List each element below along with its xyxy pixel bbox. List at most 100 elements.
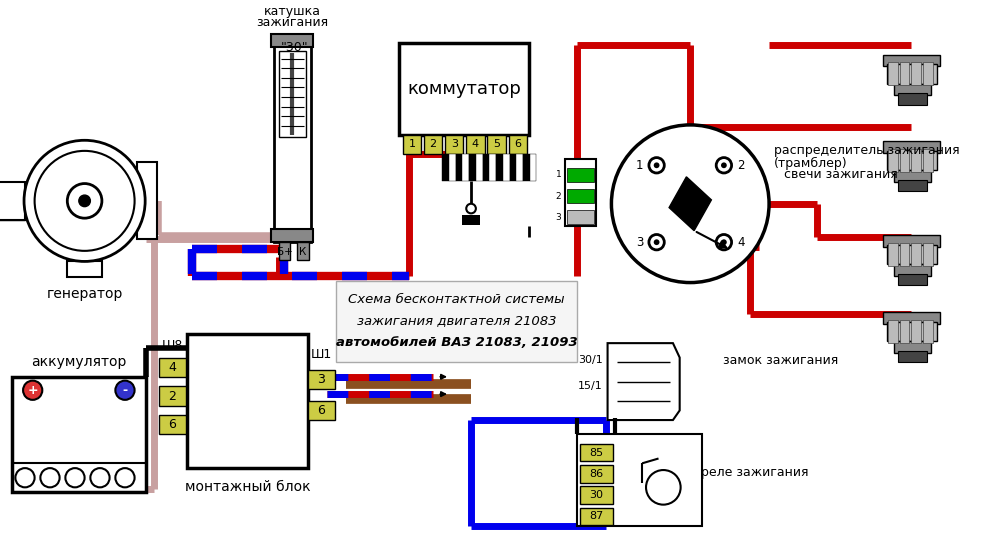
Circle shape bbox=[653, 239, 659, 245]
Bar bbox=[159, 387, 186, 406]
Circle shape bbox=[115, 468, 135, 488]
Circle shape bbox=[15, 468, 35, 488]
Text: 1: 1 bbox=[636, 159, 643, 172]
Bar bbox=[894, 341, 930, 353]
Bar bbox=[565, 158, 596, 226]
Text: 85: 85 bbox=[589, 448, 603, 458]
Circle shape bbox=[23, 381, 43, 400]
Bar bbox=[889, 62, 898, 86]
Bar bbox=[496, 154, 502, 181]
Circle shape bbox=[115, 381, 135, 400]
Bar bbox=[912, 149, 921, 172]
Circle shape bbox=[41, 468, 60, 488]
Bar bbox=[889, 243, 898, 266]
Bar bbox=[159, 358, 186, 377]
Circle shape bbox=[646, 470, 680, 505]
Text: катушка: катушка bbox=[264, 5, 321, 18]
Bar bbox=[580, 508, 614, 525]
Bar bbox=[889, 320, 898, 343]
Circle shape bbox=[467, 204, 476, 213]
Text: распределитель зажигания: распределитель зажигания bbox=[774, 144, 959, 157]
Bar bbox=[888, 151, 937, 170]
Text: 30/1: 30/1 bbox=[578, 355, 603, 365]
Bar bbox=[580, 444, 614, 461]
Bar bbox=[337, 281, 577, 363]
Bar bbox=[488, 134, 505, 154]
Bar bbox=[888, 245, 937, 264]
Circle shape bbox=[68, 183, 102, 218]
Bar bbox=[424, 134, 442, 154]
Bar bbox=[883, 141, 940, 153]
Bar bbox=[159, 416, 186, 435]
Text: монтажный блок: монтажный блок bbox=[185, 479, 311, 494]
Circle shape bbox=[721, 162, 727, 168]
Bar bbox=[490, 154, 496, 181]
Bar bbox=[567, 210, 594, 224]
Bar bbox=[883, 312, 940, 324]
Bar bbox=[894, 264, 930, 276]
Bar bbox=[889, 149, 898, 172]
Bar bbox=[912, 243, 921, 266]
Circle shape bbox=[648, 158, 664, 173]
Text: свечи зажигания: свечи зажигания bbox=[784, 168, 898, 181]
Bar bbox=[297, 242, 309, 259]
Polygon shape bbox=[608, 343, 679, 420]
Text: (трамблер): (трамблер) bbox=[774, 157, 847, 170]
Bar bbox=[898, 274, 926, 286]
Bar bbox=[279, 242, 290, 259]
Bar bbox=[403, 134, 421, 154]
Bar bbox=[523, 154, 529, 181]
Bar bbox=[894, 170, 930, 182]
Text: "30": "30" bbox=[280, 41, 308, 54]
Bar bbox=[922, 62, 932, 86]
Circle shape bbox=[90, 468, 109, 488]
Bar bbox=[922, 243, 932, 266]
Text: 2: 2 bbox=[556, 192, 561, 200]
Bar bbox=[900, 320, 910, 343]
Circle shape bbox=[612, 125, 769, 283]
Text: Б+: Б+ bbox=[277, 247, 292, 257]
Bar bbox=[898, 93, 926, 105]
Bar bbox=[509, 154, 516, 181]
Text: коммутатор: коммутатор bbox=[407, 80, 520, 98]
Bar bbox=[308, 370, 335, 389]
Circle shape bbox=[78, 195, 90, 206]
Bar bbox=[577, 435, 702, 526]
Bar bbox=[274, 34, 311, 242]
Bar bbox=[279, 51, 306, 138]
Text: 4: 4 bbox=[168, 361, 176, 373]
Text: 6: 6 bbox=[514, 139, 521, 149]
Circle shape bbox=[648, 235, 664, 250]
Text: -: - bbox=[122, 384, 127, 397]
Text: 5: 5 bbox=[494, 139, 500, 149]
Bar bbox=[888, 322, 937, 341]
Bar bbox=[476, 154, 483, 181]
Text: 2: 2 bbox=[430, 139, 437, 149]
Text: 4: 4 bbox=[472, 139, 479, 149]
Bar bbox=[469, 154, 476, 181]
Bar bbox=[898, 180, 926, 191]
Bar bbox=[900, 62, 910, 86]
Bar bbox=[442, 154, 449, 181]
Text: замок зажигания: замок зажигания bbox=[723, 354, 838, 367]
Bar bbox=[922, 320, 932, 343]
Circle shape bbox=[716, 235, 732, 250]
Text: зажигания: зажигания bbox=[256, 16, 329, 29]
Bar bbox=[463, 154, 469, 181]
Text: 6: 6 bbox=[317, 404, 325, 417]
Bar bbox=[68, 262, 102, 277]
Text: 86: 86 bbox=[589, 469, 603, 479]
Text: аккумулятор: аккумулятор bbox=[31, 355, 126, 369]
Text: 30: 30 bbox=[589, 490, 603, 500]
Text: автомобилей ВАЗ 21083, 21093: автомобилей ВАЗ 21083, 21093 bbox=[336, 336, 578, 349]
Text: 1: 1 bbox=[556, 170, 561, 180]
Bar bbox=[894, 84, 930, 95]
Bar bbox=[508, 134, 527, 154]
Text: 15/1: 15/1 bbox=[578, 382, 603, 391]
Circle shape bbox=[35, 151, 135, 251]
Bar bbox=[567, 189, 594, 203]
Bar bbox=[483, 154, 490, 181]
Circle shape bbox=[716, 158, 732, 173]
Text: 4: 4 bbox=[738, 236, 745, 248]
Text: 2: 2 bbox=[738, 159, 745, 172]
